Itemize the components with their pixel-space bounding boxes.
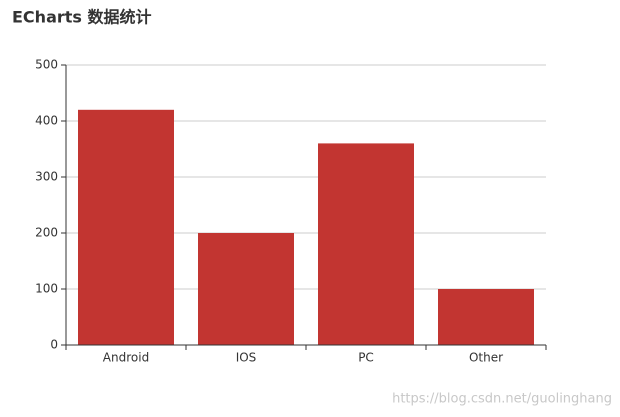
bar <box>78 109 174 345</box>
y-tick-label: 0 <box>50 338 58 352</box>
x-tick-label: Other <box>469 351 503 365</box>
y-tick-label: 200 <box>35 226 58 240</box>
bar <box>318 143 414 345</box>
bar <box>198 233 294 345</box>
x-tick-label: PC <box>358 351 374 365</box>
y-tick-label: 400 <box>35 114 58 128</box>
chart-title: ECharts 数据统计 <box>12 8 152 27</box>
x-tick-label: IOS <box>236 351 257 365</box>
y-tick-label: 300 <box>35 170 58 184</box>
watermark: https://blog.csdn.net/guolinghang <box>392 392 612 407</box>
bar <box>438 289 534 345</box>
y-tick-label: 500 <box>35 58 58 72</box>
x-tick-label: Android <box>103 351 149 365</box>
y-tick-label: 100 <box>35 282 58 296</box>
axes <box>65 65 547 350</box>
